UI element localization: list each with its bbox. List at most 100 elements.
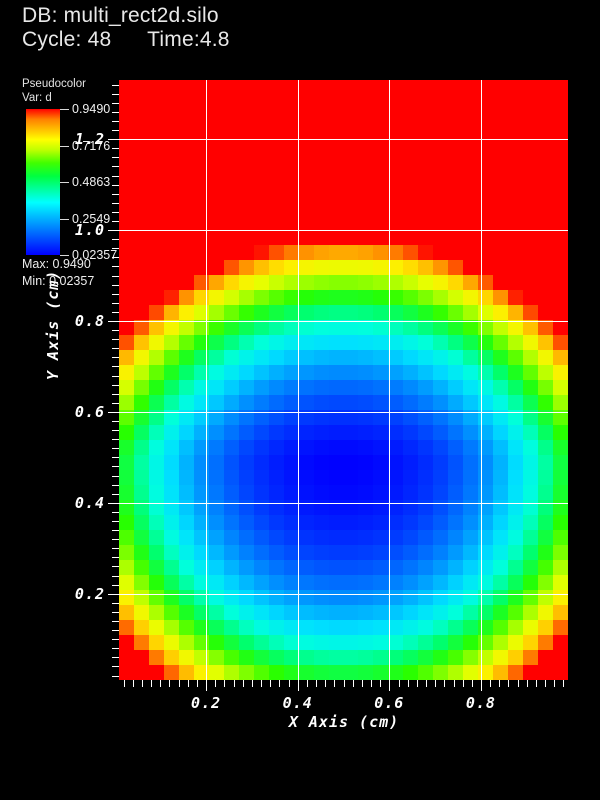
heatmap-cell — [358, 605, 374, 620]
heatmap-cell — [119, 95, 134, 110]
heatmap-cell — [508, 320, 524, 335]
heatmap-cell — [328, 605, 344, 620]
heatmap-cell — [358, 650, 374, 665]
heatmap-cell — [493, 215, 509, 230]
heatmap-cell — [478, 350, 494, 365]
heatmap-cell — [178, 530, 194, 545]
heatmap-cell — [298, 215, 314, 230]
x-axis-tick — [206, 680, 208, 691]
heatmap-cell — [358, 200, 374, 215]
y-axis-tick — [112, 393, 119, 395]
heatmap-cell — [313, 410, 329, 425]
heatmap-cell — [538, 545, 554, 560]
heatmap-cell — [328, 650, 344, 665]
heatmap-cell — [163, 590, 179, 605]
heatmap-cell — [448, 650, 464, 665]
y-axis-tick — [112, 357, 119, 359]
pseudocolor-plot-area[interactable] — [119, 80, 568, 680]
heatmap-cell — [268, 185, 284, 200]
heatmap-cell — [433, 380, 449, 395]
heatmap-cell — [508, 200, 524, 215]
heatmap-cell — [163, 95, 179, 110]
x-axis-tick — [178, 680, 180, 687]
heatmap-cell — [313, 200, 329, 215]
heatmap-cell — [373, 305, 389, 320]
heatmap-cell — [298, 470, 314, 485]
colorbar: 0.9490 0.7176 0.4863 0.2549 0.02357 — [22, 102, 134, 262]
heatmap-cell — [133, 425, 149, 440]
heatmap-cell — [313, 665, 329, 680]
heatmap-cell — [553, 650, 568, 665]
heatmap-cell — [253, 380, 269, 395]
heatmap-cell — [298, 155, 314, 170]
heatmap-cell — [448, 395, 464, 410]
heatmap-cell — [283, 200, 299, 215]
heatmap-cell — [178, 290, 194, 305]
heatmap-cell — [298, 515, 314, 530]
heatmap-cell — [313, 155, 329, 170]
heatmap-cell — [238, 425, 254, 440]
heatmap-cell — [433, 410, 449, 425]
heatmap-cell — [463, 380, 479, 395]
heatmap-cell — [253, 95, 269, 110]
heatmap-cell — [493, 245, 509, 260]
heatmap-cell — [163, 620, 179, 635]
heatmap-cell — [478, 365, 494, 380]
heatmap-cell — [119, 185, 134, 200]
heatmap-cell — [418, 110, 434, 125]
heatmap-cell — [298, 485, 314, 500]
heatmap-cell — [358, 575, 374, 590]
heatmap-cell — [523, 140, 539, 155]
heatmap-cell — [148, 425, 164, 440]
heatmap-cell — [238, 245, 254, 260]
heatmap-cell — [298, 125, 314, 140]
heatmap-cell — [313, 500, 329, 515]
heatmap-cell — [448, 350, 464, 365]
y-axis-tick — [112, 602, 119, 604]
heatmap-cell — [223, 365, 239, 380]
heatmap-cell — [358, 320, 374, 335]
heatmap-cell — [178, 275, 194, 290]
heatmap-cell — [238, 275, 254, 290]
heatmap-cell — [298, 500, 314, 515]
heatmap-cell — [163, 170, 179, 185]
heatmap-cell — [238, 320, 254, 335]
heatmap-cell — [193, 425, 209, 440]
heatmap-cell — [223, 515, 239, 530]
heatmap-cell — [148, 140, 164, 155]
heatmap-cell — [553, 485, 568, 500]
heatmap-cell — [343, 515, 359, 530]
heatmap-cell — [148, 170, 164, 185]
heatmap-cell — [508, 170, 524, 185]
heatmap-cell — [119, 620, 134, 635]
heatmap-cell — [538, 470, 554, 485]
heatmap-cell — [493, 230, 509, 245]
heatmap-cell — [538, 140, 554, 155]
heatmap-cell — [238, 185, 254, 200]
heatmap-cell — [373, 395, 389, 410]
heatmap-cell — [178, 140, 194, 155]
heatmap-cell — [493, 605, 509, 620]
heatmap-cell — [313, 425, 329, 440]
heatmap-cell — [508, 650, 524, 665]
x-axis-tick — [306, 680, 308, 687]
heatmap-cell — [253, 155, 269, 170]
heatmap-cell — [208, 170, 224, 185]
heatmap-cell — [283, 410, 299, 425]
heatmap-cell — [268, 425, 284, 440]
heatmap-cell — [313, 95, 329, 110]
heatmap-cell — [238, 395, 254, 410]
heatmap-cell — [148, 470, 164, 485]
heatmap-cell — [208, 290, 224, 305]
heatmap-cell — [268, 275, 284, 290]
heatmap-cell — [119, 215, 134, 230]
heatmap-cell — [328, 395, 344, 410]
heatmap-cell — [553, 110, 568, 125]
heatmap-cell — [283, 515, 299, 530]
heatmap-cell — [133, 335, 149, 350]
heatmap-cell — [448, 665, 464, 680]
heatmap-cell — [283, 560, 299, 575]
heatmap-cell — [313, 440, 329, 455]
heatmap-cell — [313, 575, 329, 590]
heatmap-cell — [223, 335, 239, 350]
